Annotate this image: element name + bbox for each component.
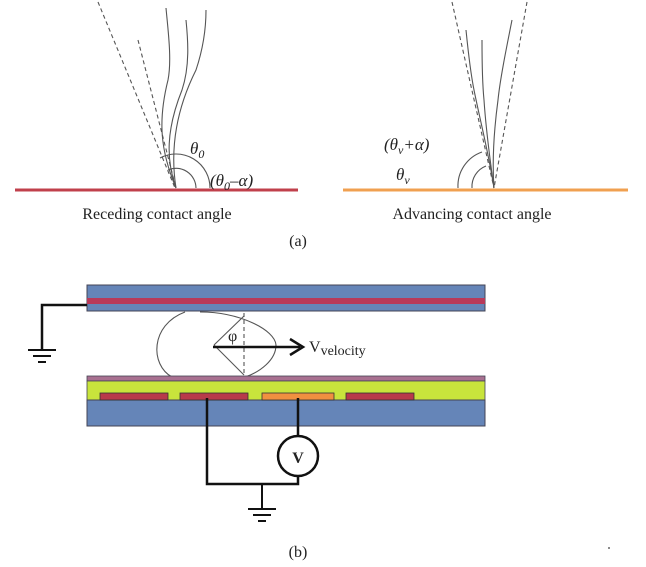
droplet (157, 312, 185, 377)
caption: Advancing contact angle (392, 206, 551, 223)
bottom-plate (87, 400, 485, 426)
velocity-label: Vvelocity (309, 339, 366, 359)
panel-label: (a) (289, 233, 307, 250)
theta-v-label: θv (396, 165, 410, 187)
phi-label: φ (228, 328, 237, 345)
drop-edge (466, 30, 494, 188)
advancing-drawing (343, 2, 628, 190)
theta-minus-alpha-label: (θ0–α) (210, 171, 253, 193)
panel-label: (b) (289, 544, 308, 561)
theta-plus-alpha-label: (θv+α) (384, 135, 430, 157)
drop-edge (169, 20, 188, 188)
angle-arc (458, 152, 482, 188)
caption: Receding contact angle (82, 206, 231, 223)
hydrophobic-layer (87, 376, 485, 381)
receding-drawing (15, 2, 298, 190)
dot (608, 547, 610, 549)
tangent-line (452, 2, 494, 188)
top-electrode (87, 298, 485, 304)
device-drawing (28, 285, 610, 549)
electrode (346, 393, 414, 400)
drop-edge (493, 20, 512, 188)
voltmeter-label: V (292, 450, 304, 467)
droplet-chord (214, 345, 244, 375)
electrode (100, 393, 168, 400)
diagram: θ0 (θ0–α) Receding contact angle (θv+α) … (0, 0, 646, 567)
drop-edge (482, 40, 494, 188)
electrode (180, 393, 248, 400)
tangent-line (98, 2, 175, 188)
angle-arc (472, 166, 486, 188)
ground-wire (42, 305, 87, 350)
theta-label: θ0 (190, 139, 204, 161)
